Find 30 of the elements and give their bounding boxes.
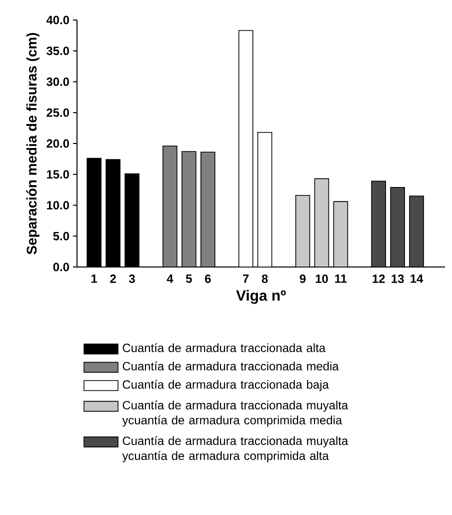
y-axis-title: Separación media de fisuras (cm) — [26, 32, 40, 254]
y-tick-label: 25.0 — [46, 108, 69, 117]
y-tick-label: 20.0 — [46, 139, 69, 148]
x-tick-label: 14 — [410, 274, 424, 283]
x-tick-label: 12 — [372, 274, 385, 283]
legend-label: Cuantía de armadura traccionada muyalta ycuantía de armadura comprimida media — [122, 400, 348, 427]
x-tick-label: 6 — [205, 274, 211, 283]
y-tick-label: 0.0 — [53, 262, 69, 272]
legend-label: Cuantía de armadura traccionada media — [122, 362, 339, 370]
x-tick-label: 13 — [392, 274, 404, 284]
legend-label: Cuantía de armadura traccionada alta — [122, 343, 326, 352]
y-tick-label: 15.0 — [46, 170, 69, 179]
x-tick-label: 9 — [300, 274, 306, 283]
y-tick-label: 30.0 — [46, 78, 69, 86]
x-tick-label: 11 — [335, 274, 347, 283]
y-tick-label: 35.0 — [46, 46, 69, 56]
y-tick-label: 10.0 — [46, 201, 69, 210]
legend-label: Cuantía de armadura traccionada muyalta ycuantía de armadura comprimida alta — [122, 436, 348, 462]
x-axis-title: Viga nº — [236, 290, 286, 304]
x-tick-label: 4 — [166, 274, 174, 283]
x-tick-label: 2 — [110, 274, 116, 283]
y-tick-label: 5.0 — [53, 232, 69, 240]
x-tick-label: 7 — [243, 274, 249, 283]
x-tick-label: 8 — [262, 274, 268, 283]
x-tick-label: 10 — [316, 274, 328, 283]
legend-label: Cuantía de armadura traccionada baja — [122, 380, 329, 392]
x-tick-label: 1 — [92, 274, 98, 283]
x-tick-label: 3 — [128, 274, 135, 284]
x-tick-label: 5 — [186, 274, 192, 283]
y-tick-label: 40.0 — [46, 16, 69, 24]
